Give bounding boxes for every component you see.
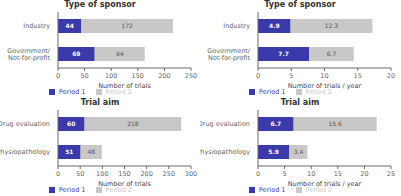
svg-text:50: 50	[80, 72, 88, 80]
svg-text:Number of trials: Number of trials	[98, 180, 151, 188]
html-text:Period 2: Period 2	[105, 88, 132, 96]
svg-text:Number of trials / year: Number of trials / year	[288, 180, 362, 188]
svg-text:200: 200	[158, 72, 170, 80]
svg-text:0: 0	[256, 72, 260, 80]
svg-text:100: 100	[96, 170, 108, 178]
svg-text:Drug evaluation: Drug evaluation	[8, 120, 50, 128]
html-text:Type of sponsor: Type of sponsor	[64, 0, 136, 9]
svg-text:50: 50	[76, 170, 84, 178]
html-text:Period 1: Period 1	[259, 88, 286, 96]
svg-text:6.7: 6.7	[271, 120, 282, 127]
html-text:Period 2: Period 2	[305, 186, 332, 194]
svg-text:250: 250	[185, 72, 197, 80]
svg-text:200: 200	[140, 170, 152, 178]
svg-text:0: 0	[56, 170, 60, 178]
svg-text:4.9: 4.9	[269, 22, 280, 29]
svg-text:51: 51	[65, 148, 73, 155]
svg-text:Government/Not-for-profit: Government/Not-for-profit	[207, 46, 251, 61]
svg-text:6.7: 6.7	[327, 50, 337, 57]
svg-text:94: 94	[116, 50, 124, 57]
svg-text:0: 0	[256, 170, 260, 178]
svg-text:Physiopathology: Physiopathology	[8, 148, 50, 156]
svg-text:10: 10	[320, 72, 328, 80]
svg-text:Number of trials / year: Number of trials / year	[288, 82, 362, 90]
svg-text:218: 218	[127, 120, 139, 127]
svg-text:3.4: 3.4	[294, 148, 304, 155]
svg-text:10: 10	[307, 170, 315, 178]
svg-text:5.9: 5.9	[268, 148, 279, 155]
svg-text:60: 60	[67, 120, 75, 127]
html-text:Type of sponsor: Type of sponsor	[264, 0, 336, 9]
svg-text:20: 20	[387, 72, 393, 80]
svg-text:150: 150	[118, 170, 130, 178]
svg-text:48: 48	[87, 148, 95, 155]
svg-text:150: 150	[132, 72, 144, 80]
svg-text:Industry: Industry	[23, 22, 50, 30]
html-text:Period 2: Period 2	[105, 186, 132, 194]
svg-text:0: 0	[56, 72, 60, 80]
svg-text:250: 250	[163, 170, 175, 178]
svg-text:12.3: 12.3	[325, 22, 339, 29]
svg-text:44: 44	[66, 22, 74, 29]
html-text:Period 1: Period 1	[259, 186, 286, 194]
svg-text:5: 5	[283, 170, 287, 178]
svg-text:300: 300	[185, 170, 197, 178]
svg-text:Number of trials: Number of trials	[98, 82, 151, 90]
svg-text:20: 20	[360, 170, 368, 178]
html-text:Period 1: Period 1	[59, 88, 86, 96]
html-text:Trial aim: Trial aim	[80, 98, 120, 107]
svg-text:Government/Not-for-profit: Government/Not-for-profit	[8, 46, 51, 61]
html-text:Period 2: Period 2	[305, 88, 332, 96]
svg-text:172: 172	[121, 22, 133, 29]
svg-text:Drug evaluation: Drug evaluation	[200, 120, 250, 128]
svg-text:15.6: 15.6	[328, 120, 342, 127]
svg-text:69: 69	[72, 50, 80, 57]
svg-text:Physiopathology: Physiopathology	[200, 148, 250, 156]
svg-text:5: 5	[289, 72, 293, 80]
svg-text:25: 25	[387, 170, 393, 178]
svg-text:7.7: 7.7	[278, 50, 289, 57]
svg-text:Industry: Industry	[223, 22, 250, 30]
svg-text:15: 15	[334, 170, 342, 178]
html-text:Trial aim: Trial aim	[280, 98, 320, 107]
html-text:Period 1: Period 1	[59, 186, 86, 194]
svg-text:100: 100	[105, 72, 117, 80]
svg-text:15: 15	[354, 72, 362, 80]
